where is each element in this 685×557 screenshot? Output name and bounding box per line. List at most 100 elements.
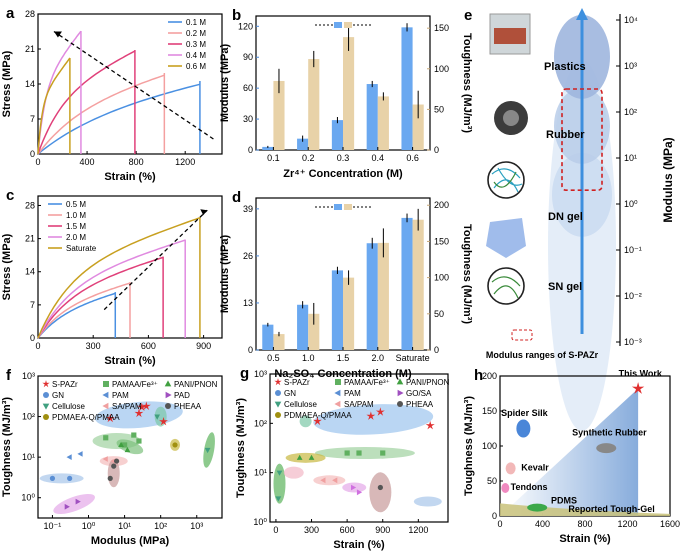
legend-label-f: PANI/PNON — [174, 380, 218, 389]
legend-marker-g — [334, 389, 341, 397]
x-axis-title-h: Strain (%) — [559, 533, 611, 545]
bar-toughness-b — [377, 96, 389, 150]
spazr-range-box — [561, 88, 603, 191]
label-rubber: Rubber — [546, 129, 585, 141]
data-point-g — [313, 416, 322, 426]
data-point-f — [49, 475, 56, 481]
legend-marker-g — [275, 412, 281, 418]
legend-label-a: 0.1 M — [186, 18, 206, 27]
legend-marker-g — [274, 401, 282, 408]
y-tick-label-e: 10⁻³ — [624, 337, 642, 347]
data-point-f — [118, 441, 124, 447]
legend-label-g: GO/SA — [406, 389, 432, 398]
stress-curve-a — [37, 50, 136, 155]
category-label-d: 1.5 — [337, 353, 350, 363]
stress-curve-c — [37, 282, 131, 339]
y-tick-label-c: 7 — [30, 300, 35, 310]
tough-region-h — [500, 388, 639, 516]
y-tick-label-h: 150 — [482, 406, 497, 416]
legend-swatch-toughness-d — [344, 204, 352, 210]
y-tick-label-a: 7 — [30, 114, 35, 124]
data-point-f — [159, 417, 168, 426]
trend-arrowhead-a — [53, 31, 62, 38]
x-tick-label-a: 800 — [129, 157, 144, 167]
y-tick-label-f: 10¹ — [22, 452, 35, 462]
legend-label-c: 2.0 M — [66, 233, 86, 242]
y-tick-label-e: 10² — [624, 107, 637, 117]
modulus-arrowhead-e — [576, 8, 588, 20]
y-tick-label-b: 0 — [434, 145, 439, 155]
y-tick-label-g: 10³ — [254, 369, 267, 379]
data-point-f — [124, 446, 131, 453]
y-tick-label-h: 50 — [487, 476, 497, 486]
cluster-region-f — [107, 459, 120, 488]
x-tick-label-h: 1600 — [660, 519, 680, 529]
category-label-d: Saturate — [396, 353, 430, 363]
label-synthetic-rubber: Synthetic Rubber — [572, 428, 647, 438]
bar-toughness-b — [343, 37, 355, 150]
plot-frame-f — [37, 375, 223, 519]
panel-letter-c: c — [6, 187, 14, 204]
y-tick-label-d: 100 — [434, 273, 449, 283]
cluster-region-g — [299, 415, 312, 428]
legend-label-a: 0.2 M — [186, 29, 206, 38]
y-tick-label-d: 150 — [434, 236, 449, 246]
bar-modulus-b — [297, 138, 309, 150]
y-axis-title-g: Toughness (MJ/m³) — [235, 398, 247, 498]
x-tick-label-c: 900 — [196, 341, 211, 351]
legend-label-f: S-PAZr — [52, 380, 78, 389]
stress-curve-c — [37, 216, 201, 339]
category-label-b: 0.1 — [267, 153, 280, 163]
x-tick-label-h: 400 — [535, 519, 550, 529]
stress-curve-a — [37, 74, 165, 155]
x-axis-title-a: Strain (%) — [104, 171, 156, 183]
y-tick-label-b: 120 — [238, 21, 253, 31]
x-tick-label-g: 600 — [340, 525, 355, 535]
legend-marker-g — [334, 400, 341, 408]
x-tick-label-g: 1200 — [408, 525, 428, 535]
bar-toughness-b — [273, 80, 285, 150]
cluster-region-g — [314, 447, 415, 460]
legend-marker-f — [102, 402, 109, 410]
stress-curve-c — [37, 292, 116, 339]
x-tick-label-f: 10³ — [190, 521, 203, 531]
bar-toughness-d — [377, 242, 389, 350]
panel-letter-g: g — [240, 365, 249, 382]
data-point-f — [102, 456, 108, 462]
y-axis-title-e: Modulus (MPa) — [661, 137, 675, 222]
legend-label-e: Modulus ranges of S-PAZr — [486, 350, 599, 360]
x-tick-label-f: 10² — [154, 521, 167, 531]
y-tick-label-c: 21 — [25, 234, 35, 244]
y-tick-label-d: 50 — [434, 309, 444, 319]
x-tick-label-f: 10⁰ — [82, 521, 96, 531]
legend-label-a: 0.3 M — [186, 40, 206, 49]
sn-gel-network-strands — [491, 276, 521, 299]
category-label-b: 0.2 — [302, 153, 315, 163]
data-point-f — [137, 402, 147, 411]
label-reported-tough-gel: Reported Tough-Gel — [568, 504, 654, 514]
legend-marker-f — [42, 380, 50, 388]
label-kevalr: Kevalr — [521, 463, 549, 473]
cluster-region-g — [285, 452, 326, 463]
y-axis-title-c: Stress (MPa) — [1, 233, 13, 300]
x-axis-title-b: Zr⁴⁺ Concentration (M) — [283, 168, 403, 180]
bar-modulus-d — [297, 304, 309, 350]
y-tick-label-b: 50 — [434, 104, 444, 114]
legend-label-g: PHEAA — [406, 400, 434, 409]
legend-marker-f — [164, 380, 172, 387]
data-point-f — [204, 447, 211, 454]
bar-toughness-d — [308, 313, 320, 350]
y2-axis-title-b: Toughness (MJ/m³) — [461, 33, 473, 133]
y2-axis-title-d: Toughness (MJ/m³) — [461, 224, 473, 324]
legend-label-g: PDMAEA-Q/PMAA — [284, 411, 352, 420]
label-pdms: PDMS — [551, 495, 577, 505]
trend-arrowhead-c — [200, 209, 208, 216]
panel-letter-b: b — [232, 7, 241, 24]
y-tick-label-c: 0 — [30, 333, 35, 343]
stress-curve-c — [37, 256, 164, 339]
data-point-f — [77, 451, 83, 457]
x-tick-label-a: 400 — [80, 157, 95, 167]
y-tick-label-e: 10⁻¹ — [624, 245, 642, 255]
data-point-g — [351, 484, 357, 491]
